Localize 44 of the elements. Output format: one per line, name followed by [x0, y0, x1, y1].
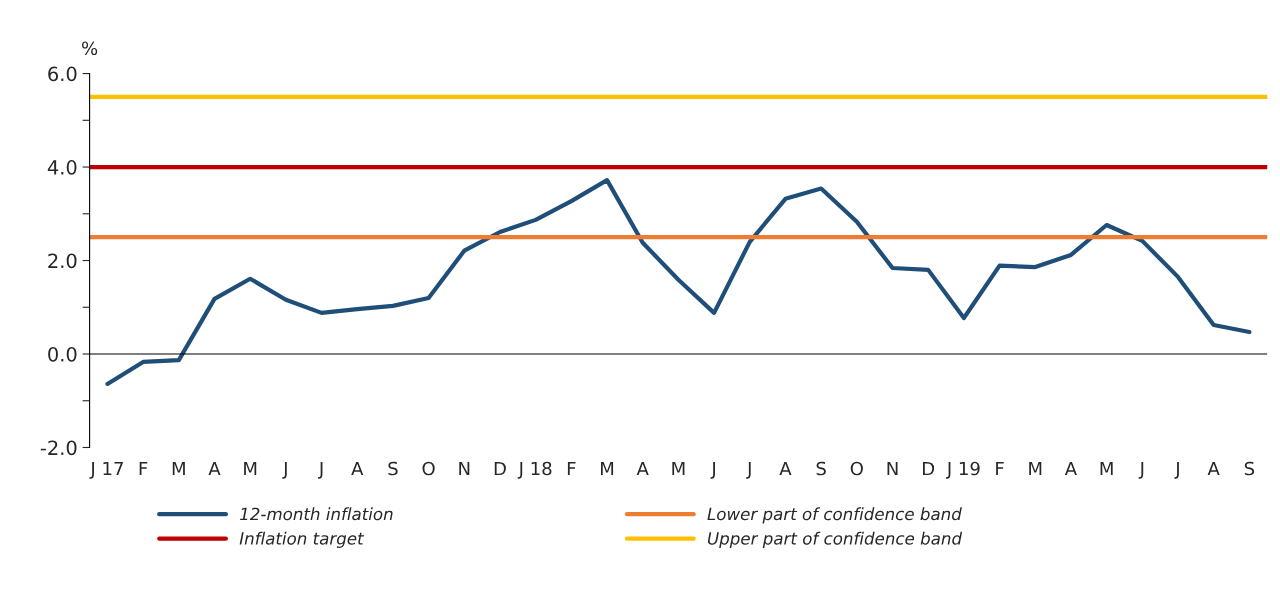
x-tick-label: J: [710, 461, 715, 479]
x-tick-label: F: [567, 461, 576, 476]
x-tick-label: A: [1207, 461, 1220, 476]
x-tick-label: J 19: [945, 461, 980, 479]
x-tick-label: N: [887, 461, 898, 476]
x-tick-label: J: [317, 461, 323, 479]
x-tick-label: A: [779, 461, 792, 476]
x-tick-label: M: [244, 461, 257, 476]
x-tick-label: D: [923, 461, 935, 476]
y-tick-label: 0.0: [48, 346, 77, 362]
line-series: [105, 178, 1252, 387]
x-tick-label: M: [1100, 461, 1113, 476]
x-tick-label: A: [1064, 461, 1077, 476]
x-tick-label: A: [351, 461, 364, 476]
x-tick-label: S: [1244, 461, 1255, 476]
y-tick-label: -2.0: [40, 440, 77, 456]
x-tick-label: O: [850, 461, 863, 476]
y-tick-label: 6.0: [48, 66, 77, 82]
x-tick-label: J 18: [517, 461, 552, 479]
x-tick-label: F: [139, 461, 148, 476]
x-tick-label: N: [459, 461, 470, 476]
y-tick-label: 2.0: [48, 253, 77, 269]
legend-label: Upper part of confidence band: [707, 531, 963, 548]
legend-label: Inflation target: [239, 531, 365, 548]
x-tick-label: J: [746, 461, 751, 479]
legend-label: 12-month inflation: [240, 507, 393, 521]
x-tick-label: J: [1174, 461, 1179, 479]
x-tick-label: O: [422, 461, 435, 476]
x-tick-label: S: [816, 461, 826, 476]
x-tick-label: D: [494, 461, 506, 476]
x-tick-label: F: [996, 461, 1004, 476]
x-tick-label: A: [636, 461, 649, 476]
x-tick-label: A: [208, 461, 221, 476]
x-tick-label: J: [282, 461, 287, 479]
x-tick-label: M: [601, 461, 614, 476]
x-tick-label: J 17: [89, 461, 123, 479]
x-tick-label: M: [672, 461, 685, 476]
y-axis-title: %: [82, 41, 98, 56]
x-tick-label: M: [1029, 461, 1042, 476]
legend-label: Lower part of confidence band: [707, 507, 962, 524]
x-tick-label: S: [388, 461, 398, 476]
y-tick-label: 4.0: [47, 160, 77, 175]
x-tick-label: M: [172, 461, 185, 476]
x-tick-label: J: [1138, 461, 1144, 479]
